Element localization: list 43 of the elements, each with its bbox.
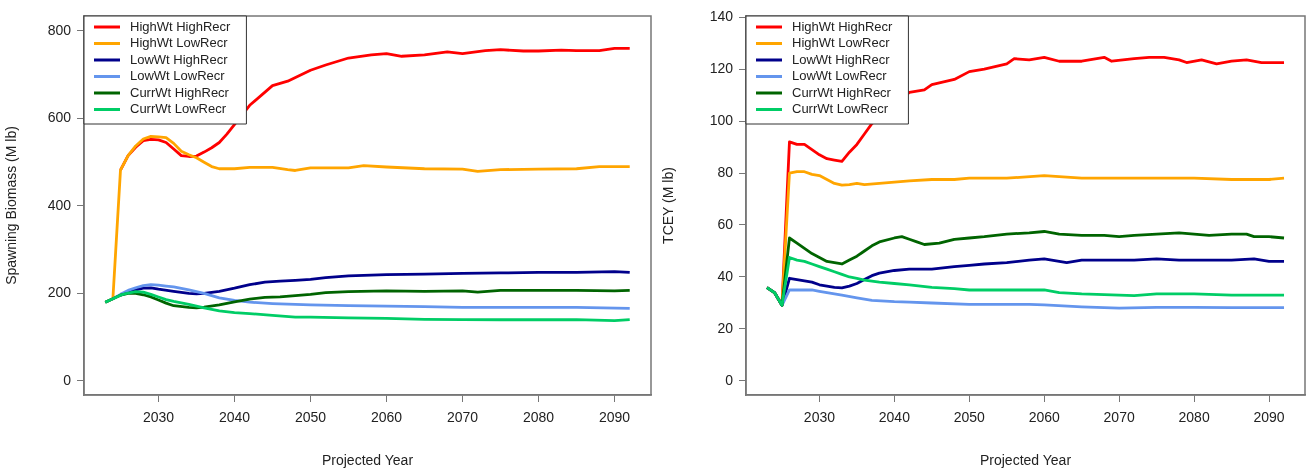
x-tick-label: 2090	[1253, 409, 1285, 426]
y-tick-label: 0	[63, 371, 72, 388]
x-tick-label: 2080	[522, 409, 555, 426]
y-axis-title: Spawning Biomass (M lb)	[3, 126, 20, 285]
x-tick-label: 2060	[1028, 409, 1061, 426]
legend-label: HighWt LowRecr	[130, 35, 229, 51]
legend-label: HighWt HighRecr	[792, 18, 894, 34]
x-tick-label: 2070	[1103, 409, 1135, 426]
legend-label: CurrWt HighRecr	[130, 84, 230, 100]
legend-label: CurrWt LowRecr	[130, 101, 227, 117]
x-tick-label: 2040	[878, 409, 911, 426]
y-axis-title: TCEY (M lb)	[660, 167, 677, 244]
x-tick-label: 2060	[370, 409, 403, 426]
x-tick-label: 2070	[446, 409, 479, 426]
x-axis-title: Projected Year	[321, 452, 414, 469]
legend-label: CurrWt HighRecr	[792, 84, 892, 100]
x-tick-label: 2050	[953, 409, 986, 426]
x-tick-label: 2090	[598, 409, 631, 426]
y-tick-label: 800	[47, 21, 72, 38]
x-tick-label: 2050	[294, 409, 327, 426]
y-tick-label: 400	[47, 196, 72, 213]
y-tick-label: 40	[717, 267, 734, 284]
legend-label: HighWt HighRecr	[130, 18, 232, 34]
y-tick-label: 80	[717, 163, 734, 180]
x-tick-label: 2030	[803, 409, 836, 426]
y-tick-label: 100	[709, 111, 734, 128]
y-tick-label: 600	[47, 109, 72, 126]
y-tick-label: 140	[709, 7, 734, 24]
legend-label: CurrWt LowRecr	[792, 101, 889, 117]
y-tick-label: 120	[709, 59, 734, 76]
y-tick-label: 0	[725, 371, 734, 388]
y-tick-label: 200	[47, 284, 72, 301]
x-tick-label: 2030	[142, 409, 175, 426]
legend-label: LowWt LowRecr	[792, 68, 888, 84]
legend-label: LowWt HighRecr	[792, 51, 891, 67]
legend-label: LowWt HighRecr	[130, 51, 229, 67]
legend-label: HighWt LowRecr	[792, 35, 891, 51]
y-tick-label: 20	[717, 319, 734, 336]
legend-label: LowWt LowRecr	[130, 68, 226, 84]
x-tick-label: 2040	[218, 409, 251, 426]
y-tick-label: 60	[717, 215, 734, 232]
x-axis-title: Projected Year	[979, 452, 1072, 469]
x-tick-label: 2080	[1178, 409, 1210, 426]
